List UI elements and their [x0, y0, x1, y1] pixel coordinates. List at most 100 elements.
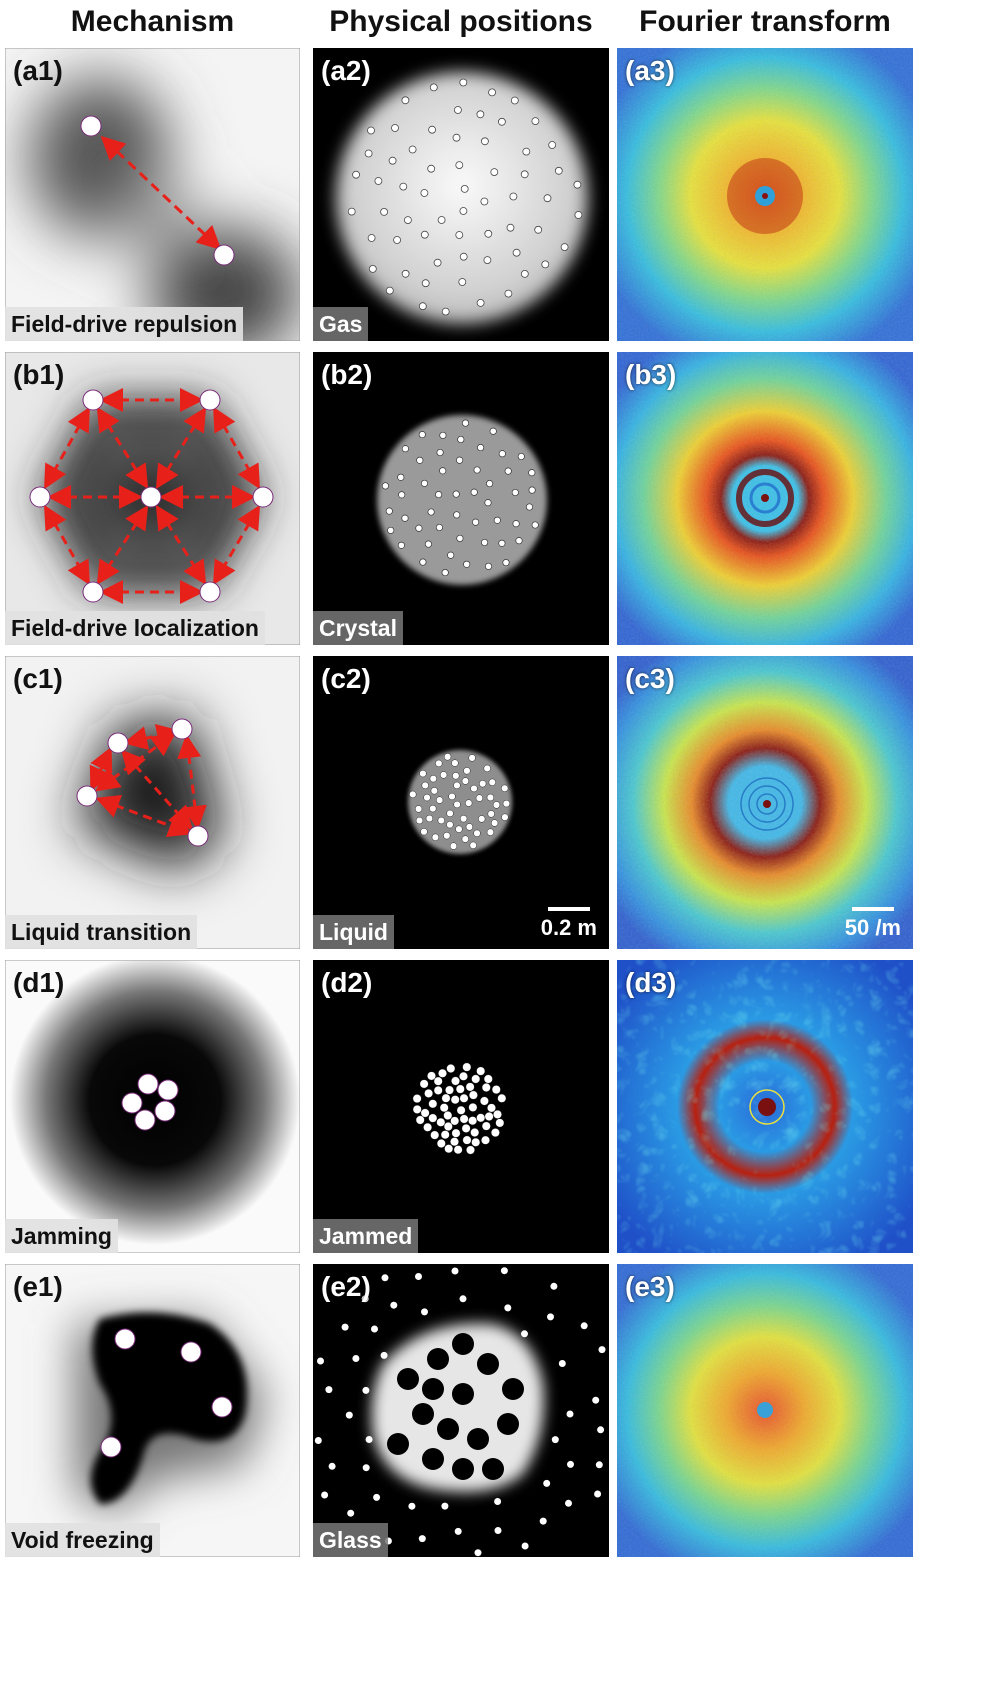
- phase-caption: Gas: [313, 307, 369, 341]
- mechanism-e-graphic: [5, 1264, 300, 1557]
- particle-dot: [483, 256, 492, 265]
- particle-dot: [416, 456, 424, 464]
- particle-dot: [457, 435, 465, 444]
- mechanism-d-graphic: [5, 960, 300, 1253]
- mechanism-caption: Liquid transition: [5, 915, 198, 949]
- particle-dot: [486, 480, 494, 488]
- particle-dot: [415, 1273, 422, 1280]
- particle-dot: [484, 562, 493, 570]
- particle-dot: [488, 88, 497, 97]
- phase-caption: Crystal: [313, 611, 403, 645]
- particle-dot: [325, 1386, 333, 1394]
- particle-dot: [458, 278, 467, 286]
- particle-dot: [474, 1549, 482, 1557]
- particle-dot: [454, 1527, 462, 1535]
- particle-dot: [421, 781, 429, 790]
- particle-dot: [415, 816, 424, 825]
- panel-label: (a2): [321, 55, 371, 86]
- particle-dot: [487, 810, 495, 818]
- particle-dot: [500, 1267, 508, 1275]
- particle-dot: [468, 1116, 477, 1126]
- particle-dot: [517, 452, 525, 461]
- particle-dot: [424, 540, 432, 548]
- particle-dot: [450, 1116, 460, 1126]
- panel-label: (d3): [625, 967, 677, 998]
- particle-dot: [461, 777, 470, 785]
- particle-dot: [441, 307, 450, 316]
- physical-d-graphic: [412, 1062, 507, 1155]
- scale-bar-fourier: 50 /m: [845, 907, 901, 941]
- particle-dot: [490, 168, 499, 176]
- particle-dot: [321, 1491, 329, 1499]
- particle-dot: [460, 184, 469, 193]
- particle-dot: [424, 1089, 433, 1098]
- particle-dot: [455, 825, 463, 833]
- particle-dot: [397, 473, 405, 481]
- physical-e-graphic: [314, 1267, 606, 1557]
- particle-dot: [498, 450, 506, 458]
- panel-c1-mechanism: (c1) Liquid transition: [5, 656, 300, 949]
- particle-dot: [497, 117, 506, 126]
- particle-dot: [408, 145, 417, 154]
- scale-bar-label: 0.2 m: [540, 915, 597, 940]
- particle-dot: [439, 771, 448, 779]
- particle-dot: [443, 1122, 453, 1131]
- particle-dot: [455, 1084, 465, 1094]
- particle-dot: [361, 1295, 369, 1303]
- particle-dot: [430, 787, 438, 795]
- particle-dot: [534, 225, 543, 234]
- particle-dot: [472, 518, 480, 526]
- particle-dot: [451, 1128, 461, 1138]
- particle-dot: [465, 1082, 475, 1092]
- particle-dot: [449, 842, 458, 850]
- particle-dot: [421, 279, 430, 288]
- mechanism-caption: Jamming: [5, 1219, 118, 1253]
- particle-dot: [450, 1095, 460, 1105]
- fourier-e-graphic: [617, 1264, 913, 1557]
- particle-dot: [497, 1093, 507, 1103]
- panel-e3-fourier: (e3): [617, 1264, 913, 1557]
- phase-caption: Liquid: [313, 915, 394, 949]
- panel-label: (b3): [625, 359, 677, 390]
- particle-dot: [446, 1064, 456, 1073]
- particle-dot: [493, 516, 501, 524]
- particle-dot: [352, 1355, 360, 1362]
- particle-dot: [573, 180, 582, 189]
- particle-dot: [455, 161, 464, 169]
- particle-dot: [455, 231, 464, 239]
- particle-dot: [495, 1118, 505, 1128]
- panel-label: (a1): [13, 55, 63, 86]
- particle-dot: [415, 1115, 425, 1125]
- particle-dot: [494, 1498, 502, 1505]
- particle-dot: [352, 170, 360, 179]
- particle-dot: [418, 431, 426, 439]
- particle-dot: [466, 1145, 475, 1155]
- panel-label: (e1): [13, 1271, 63, 1302]
- particle-dot: [598, 1346, 606, 1354]
- particle-dot: [347, 1509, 355, 1517]
- particle-dot: [387, 526, 395, 534]
- particle-dot: [459, 1093, 469, 1103]
- particle-dot: [554, 166, 563, 175]
- particle-dot: [420, 189, 429, 197]
- particle-dot: [459, 1071, 468, 1081]
- particle-dot: [381, 482, 389, 490]
- particle-dot: [594, 1490, 602, 1498]
- particle-dot: [317, 1357, 324, 1365]
- particle-dot: [476, 1066, 486, 1076]
- panel-c3-fourier: (c3) 50 /m: [617, 656, 913, 949]
- particle-dot: [551, 1436, 559, 1444]
- particle-dot: [451, 1076, 460, 1086]
- mechanism-caption: Field-drive repulsion: [5, 307, 244, 341]
- particle-dot: [401, 514, 409, 522]
- particle-dot: [462, 1135, 472, 1145]
- particle-dot: [397, 541, 405, 549]
- mechanism-caption: Field-drive localization: [5, 611, 265, 645]
- particle-dot: [381, 1274, 389, 1282]
- particle-dot: [459, 815, 468, 823]
- particle-dot: [459, 207, 468, 215]
- particle-dot: [401, 269, 410, 278]
- particle-dot: [439, 431, 447, 439]
- particle-dot: [390, 1301, 398, 1309]
- particle-dot: [550, 1282, 558, 1290]
